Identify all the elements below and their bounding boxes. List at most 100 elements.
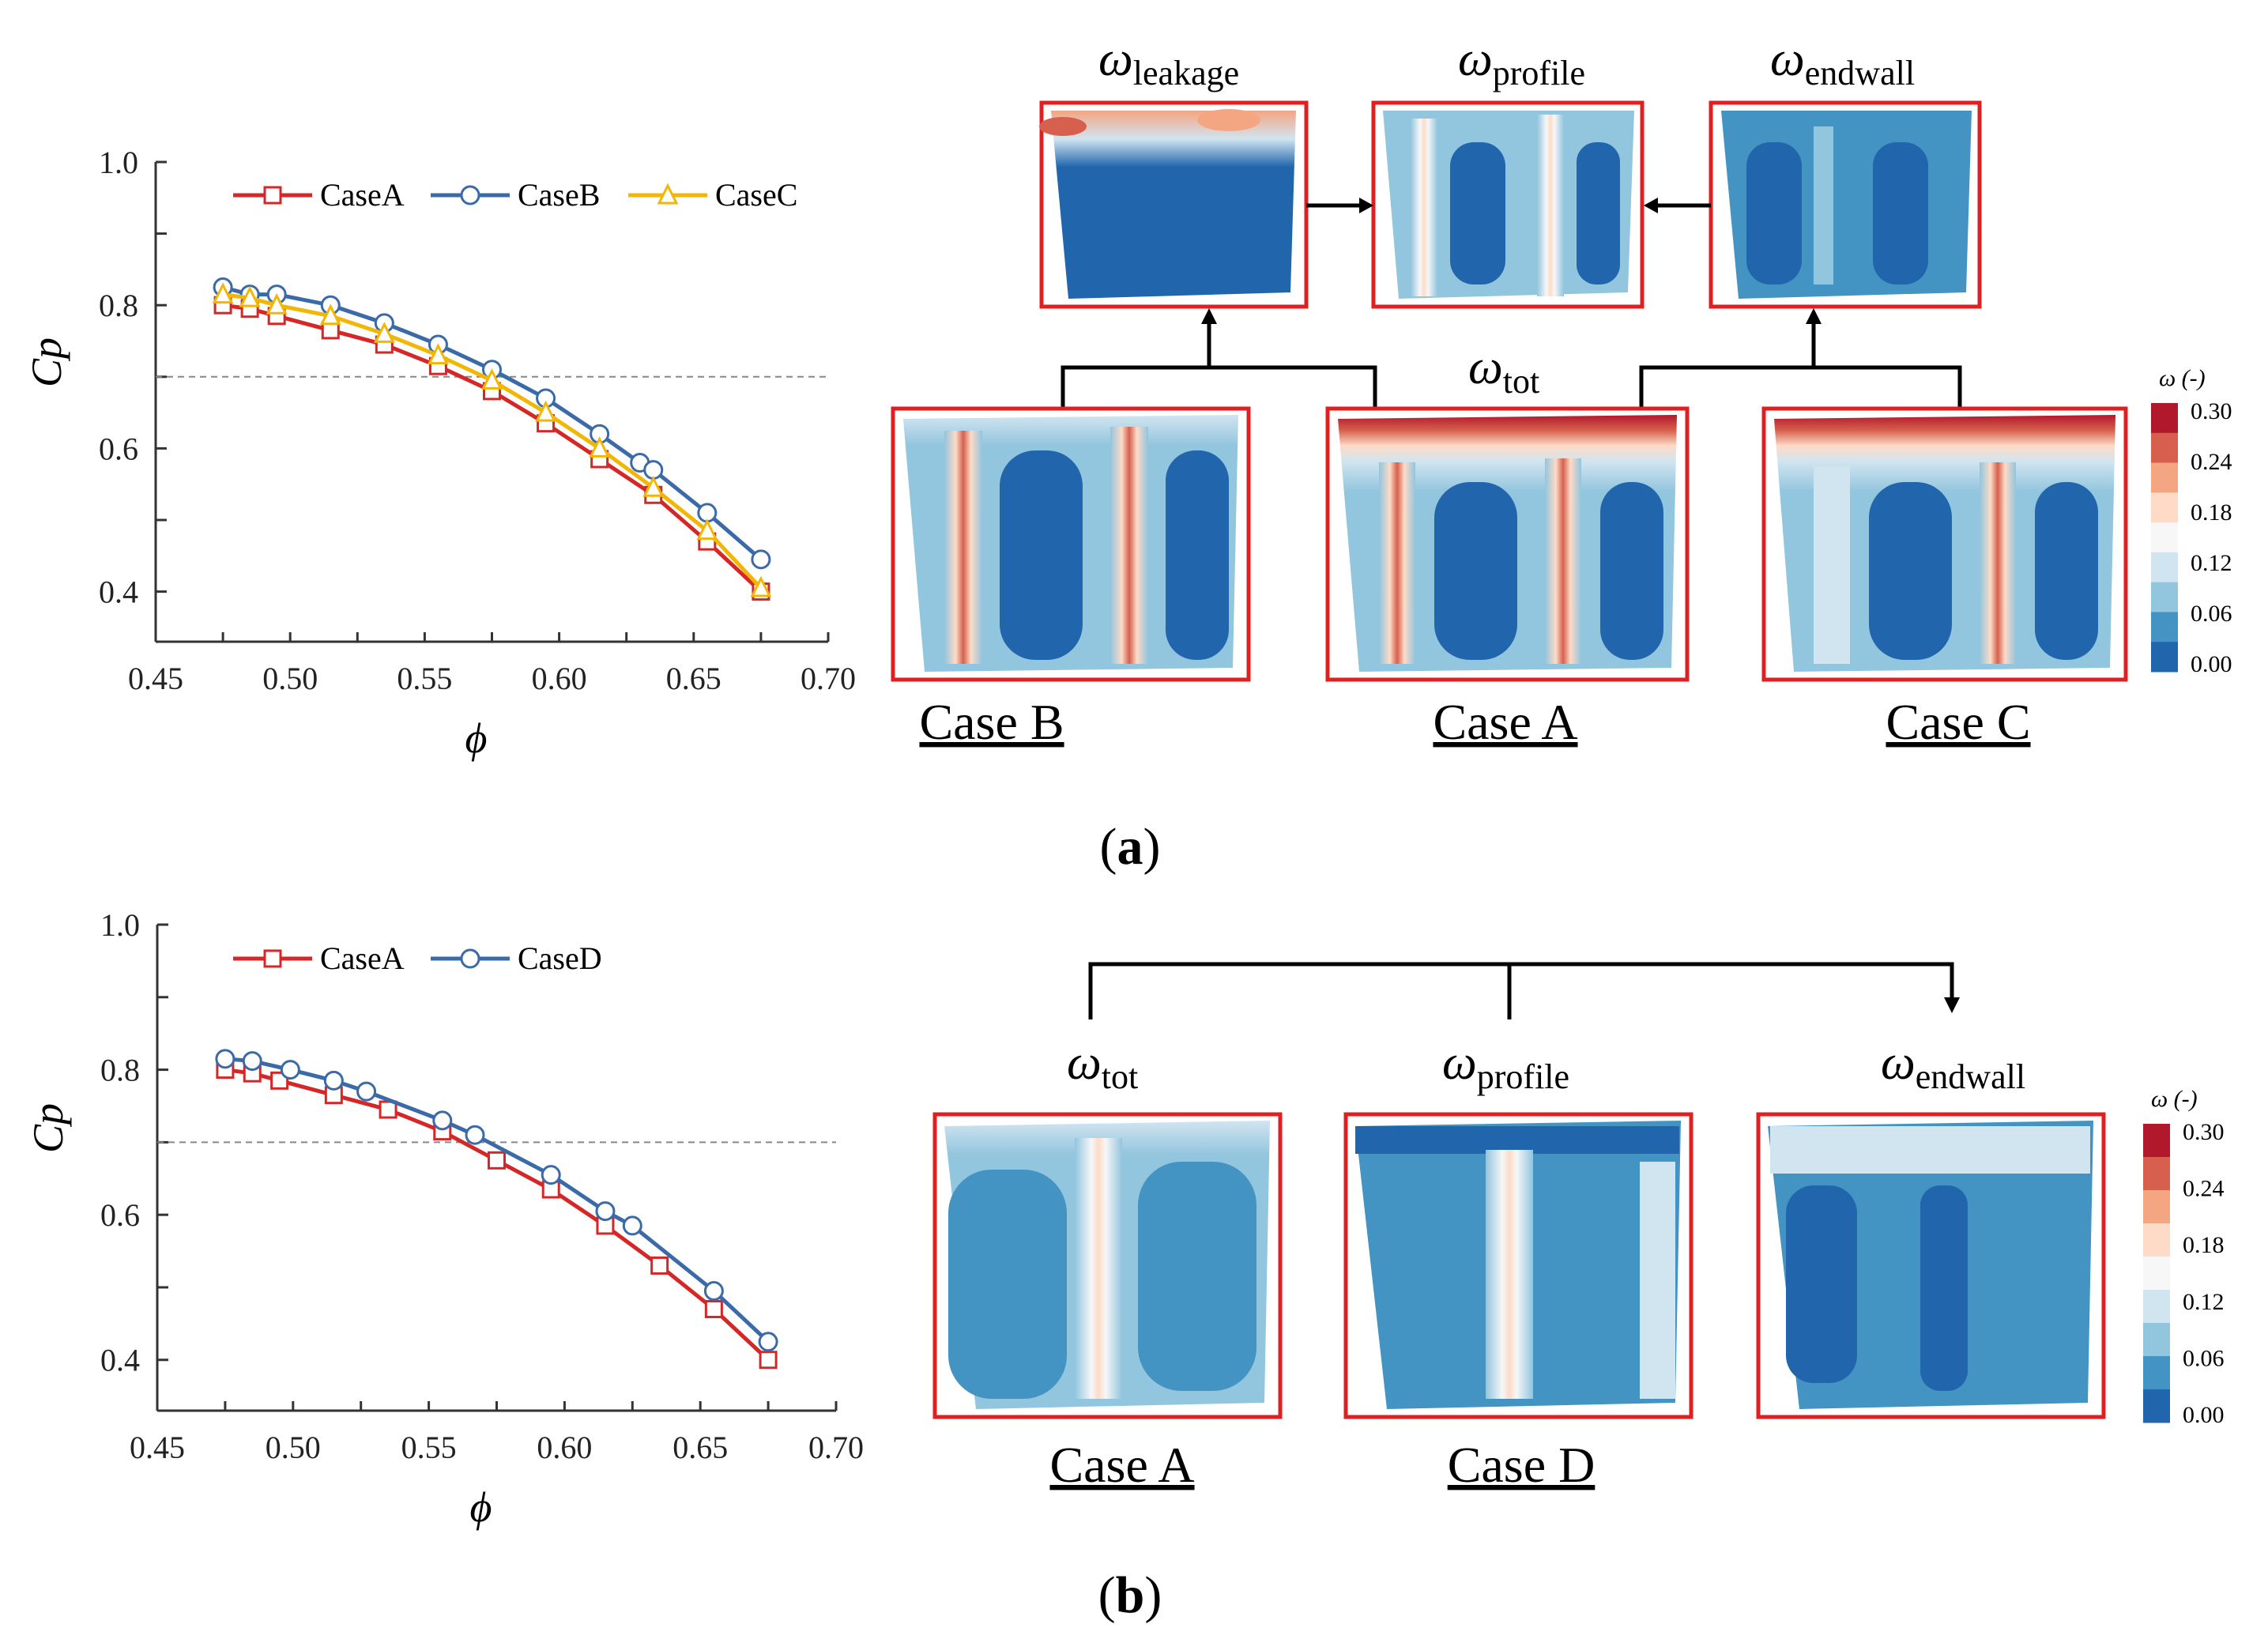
colorbar-swatch (2151, 552, 2178, 583)
contour-profile (1371, 100, 1644, 309)
contour-case-c (1761, 406, 2128, 682)
legend-marker-caseb (460, 185, 480, 205)
x-tick-label: 0.60 (532, 661, 587, 696)
colorbar-swatch (2143, 1356, 2170, 1390)
x-tick-label: 0.45 (130, 1430, 185, 1465)
y-axis-label: Cp (23, 337, 70, 387)
contour-endwall (1709, 100, 1982, 309)
data-point-casec (266, 292, 288, 315)
data-point-casec (212, 282, 234, 304)
colorbar-tick-label: 0.24 (2191, 449, 2232, 475)
y-tick-label: 0.6 (99, 431, 138, 466)
colorbar-tick-label: 0.24 (2183, 1176, 2225, 1202)
y-tick-label: 0.8 (99, 288, 138, 323)
colorbar-a: ω (-) 0.30 0.24 0.18 0.12 0.06 0.00 (2151, 365, 2232, 677)
x-tick-label: 0.65 (672, 1430, 728, 1465)
series-line-casec (222, 292, 763, 590)
data-point-cased (595, 1201, 616, 1222)
colorbar-tick-label: 0.12 (2191, 550, 2232, 576)
data-point-casec (589, 436, 611, 458)
x-tick-label: 0.45 (128, 661, 183, 696)
colorbar-swatch (2151, 492, 2178, 523)
legend-marker-cased (460, 948, 480, 969)
omega-tot-label-a: ωtot (1468, 341, 1539, 401)
colorbar-swatch (2151, 522, 2178, 553)
colorbar-swatch (2143, 1223, 2170, 1257)
y-tick-label: 0.6 (100, 1197, 140, 1233)
omega-profile-label: ωprofile (1458, 32, 1585, 92)
data-point-casea (759, 1351, 778, 1370)
omega-profile-label-b: ωprofile (1442, 1036, 1569, 1096)
omega-endwall-label-b: ωendwall (1881, 1036, 2025, 1096)
legend-marker-casec (657, 183, 679, 205)
contour-case-a-bottom (932, 1112, 1283, 1419)
case-label-a-bottom: Case A (1049, 1437, 1194, 1493)
legend-marker-casea (263, 949, 282, 968)
colorbar-tick-label: 0.18 (2183, 1232, 2225, 1258)
colorbar-tick-label: 0.30 (2191, 398, 2232, 424)
panel-label-a: (a) (1100, 818, 1161, 876)
colorbar-tick-label: 0.18 (2191, 499, 2232, 526)
colorbar-tick-label: 0.00 (2183, 1402, 2225, 1428)
case-label-d: Case D (1448, 1437, 1596, 1493)
series-line-cased (224, 1057, 770, 1343)
colorbar-swatch (2143, 1323, 2170, 1357)
colorbar-swatch (2143, 1257, 2170, 1291)
y-tick-label: 0.8 (100, 1053, 140, 1088)
contour-case-a-top (1325, 406, 1690, 682)
x-tick-label: 0.50 (266, 1430, 321, 1465)
contour-leakage (1039, 100, 1309, 309)
colorbar-title: ω (-) (2159, 365, 2206, 391)
data-point-cased (622, 1215, 642, 1236)
chart-panel-b: 0.4 0.6 0.8 1.0 0.45 0.50 0.55 0.60 0.65 0.70 ϕ Cp C… (24, 907, 864, 1531)
series-line-casea (224, 1068, 770, 1362)
data-point-cased (323, 1070, 344, 1091)
data-point-casec (373, 322, 395, 343)
chart-panel-a: 0.4 0.6 0.8 1.0 0.45 0.50 0.55 0.60 0.65 0.70 ϕ Cp C… (23, 145, 856, 762)
data-point-casea (704, 1299, 723, 1318)
data-point-casea (650, 1256, 669, 1275)
legend-label-cased: CaseD (518, 940, 602, 976)
data-point-casec (642, 475, 665, 497)
x-tick-label: 0.55 (397, 661, 452, 696)
x-axis-label: ϕ (465, 714, 488, 762)
data-point-cased (242, 1051, 262, 1072)
contour-diagram-a: ωleakage ωprofile ωendwall (891, 32, 2232, 750)
case-label-c: Case C (1886, 694, 2030, 750)
data-point-cased (280, 1060, 300, 1080)
data-point-casec (481, 367, 503, 390)
panel-label-b: (b) (1098, 1566, 1162, 1624)
contour-diagram-b: ωtot ωprofile ωendwall Case A Case D ω (… (932, 962, 2225, 1493)
data-point-casec (696, 518, 718, 541)
colorbar-swatch (2151, 642, 2178, 673)
colorbar-swatch (2143, 1290, 2170, 1324)
case-label-b: Case B (919, 694, 1064, 750)
colorbar-swatch (2151, 612, 2178, 643)
colorbar-swatch (2143, 1389, 2170, 1423)
data-point-cased (541, 1165, 561, 1185)
x-tick-label: 0.65 (666, 661, 721, 696)
colorbar-swatch (2151, 462, 2178, 493)
colorbar-tick-label: 0.06 (2183, 1345, 2225, 1371)
data-point-casec (427, 343, 449, 365)
data-point-casec (239, 285, 261, 307)
x-tick-label: 0.55 (401, 1430, 457, 1465)
colorbar-swatch (2151, 432, 2178, 464)
data-point-cased (432, 1110, 453, 1131)
y-tick-label: 1.0 (100, 907, 140, 943)
contour-case-b (891, 406, 1251, 682)
y-axis-label: Cp (24, 1103, 72, 1153)
contour-endwall-b (1756, 1112, 2106, 1419)
y-tick-label: 0.4 (99, 575, 138, 610)
data-point-cased (356, 1081, 377, 1102)
colorbar-tick-label: 0.12 (2183, 1289, 2225, 1315)
colorbar-tick-label: 0.06 (2191, 601, 2232, 627)
x-axis-label: ϕ (470, 1483, 492, 1531)
legend-marker-casea (263, 186, 282, 205)
data-point-cased (215, 1049, 235, 1069)
data-point-casec (750, 575, 772, 597)
data-point-cased (703, 1281, 724, 1302)
y-tick-label: 1.0 (99, 145, 138, 180)
colorbar-title: ω (-) (2151, 1086, 2198, 1112)
x-tick-label: 0.50 (262, 661, 318, 696)
